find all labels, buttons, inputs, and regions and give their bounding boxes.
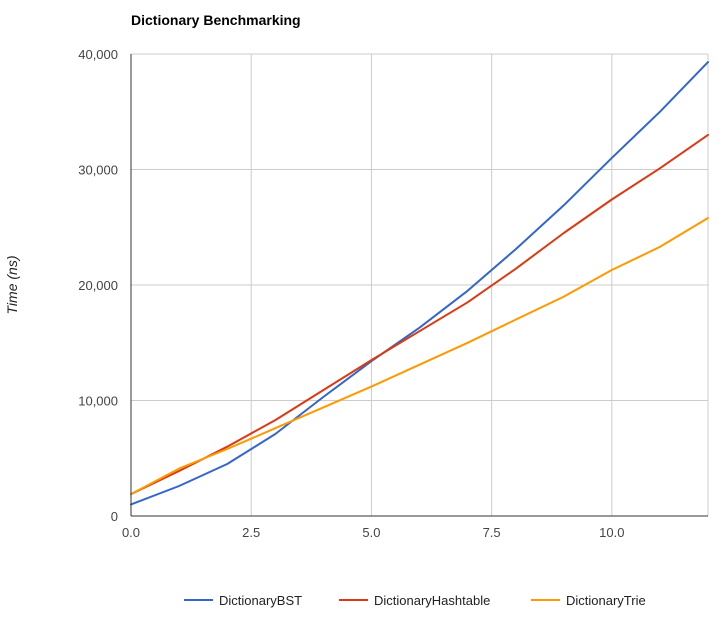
x-tick-label: 7.5 (483, 525, 501, 540)
series-lines (130, 61, 709, 506)
x-tick-label: 0.0 (122, 525, 140, 540)
x-tick-label: 2.5 (242, 525, 260, 540)
x-tick-label: 10.0 (599, 525, 624, 540)
legend-label: DictionaryBST (219, 593, 302, 608)
legend-label: DictionaryTrie (566, 593, 646, 608)
gridlines (131, 53, 709, 516)
x-axis-tick-labels: 0.0 2.5 5.0 7.5 10.0 (122, 525, 625, 540)
series-line-dictionaryhashtable (130, 133, 709, 496)
y-tick-label: 0 (111, 509, 118, 524)
legend-label: DictionaryHashtable (374, 593, 490, 608)
series-line-dictionarybst (130, 61, 709, 506)
y-tick-label: 40,000 (78, 47, 118, 62)
y-tick-label: 10,000 (78, 394, 118, 409)
y-tick-label: 20,000 (78, 278, 118, 293)
chart-title: Dictionary Benchmarking (131, 12, 301, 28)
y-axis-tick-labels: 0 10,000 20,000 30,000 40,000 (78, 47, 118, 524)
y-axis-label: Time (ns) (4, 256, 20, 315)
legend: DictionaryBST DictionaryHashtable Dictiona… (184, 593, 646, 608)
x-tick-label: 5.0 (362, 525, 380, 540)
series-line-dictionarytrie (130, 217, 709, 496)
y-tick-label: 30,000 (78, 163, 118, 178)
